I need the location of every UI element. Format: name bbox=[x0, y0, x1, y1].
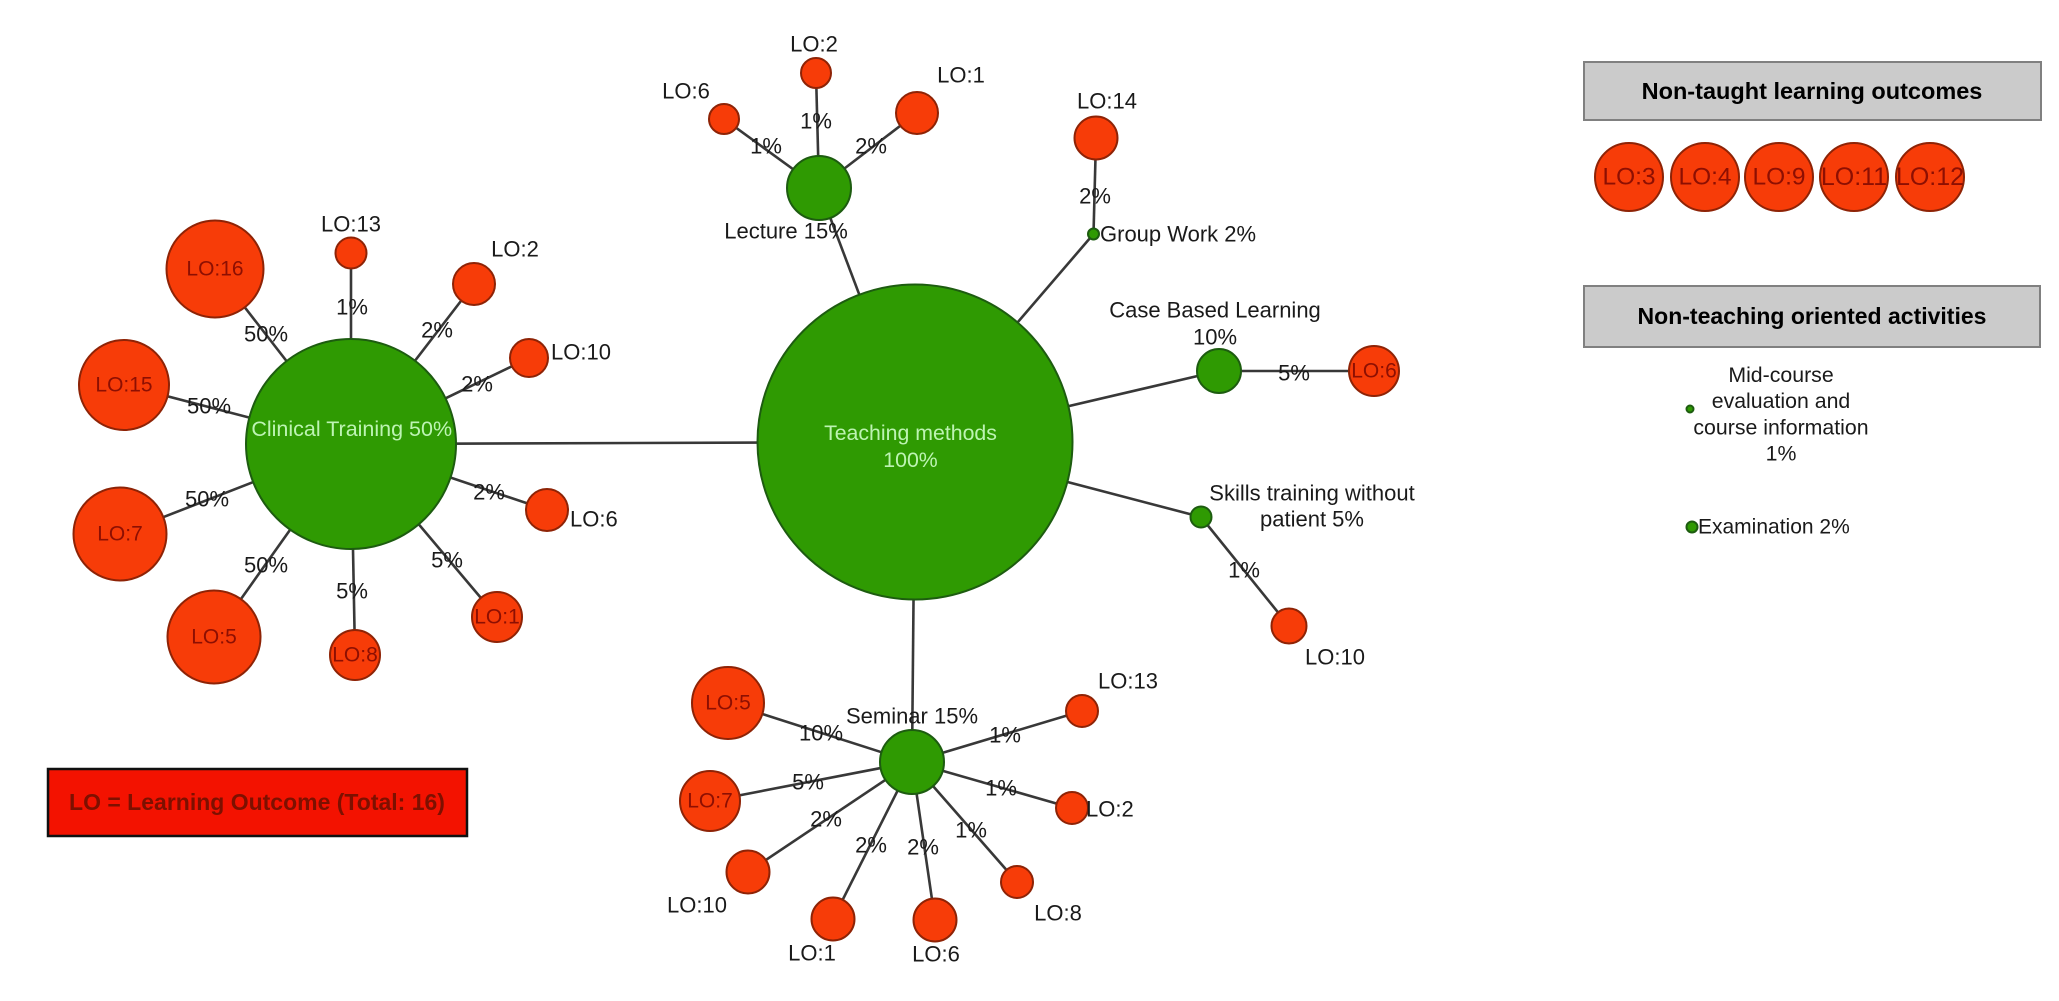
svg-text:5%: 5% bbox=[336, 579, 368, 604]
svg-text:Non-teaching oriented activiti: Non-teaching oriented activities bbox=[1638, 303, 1987, 329]
svg-text:Case Based Learning: Case Based Learning bbox=[1109, 298, 1321, 323]
svg-text:2%: 2% bbox=[421, 318, 453, 343]
svg-text:LO:5: LO:5 bbox=[705, 692, 751, 715]
svg-text:Skills training without: Skills training without bbox=[1209, 481, 1414, 506]
svg-text:50%: 50% bbox=[244, 553, 288, 578]
svg-text:50%: 50% bbox=[185, 487, 229, 512]
svg-text:LO:8: LO:8 bbox=[332, 644, 378, 667]
svg-text:LO:10: LO:10 bbox=[667, 893, 727, 918]
svg-text:LO:8: LO:8 bbox=[1034, 901, 1082, 926]
svg-text:LO:10: LO:10 bbox=[551, 340, 611, 365]
svg-text:LO:7: LO:7 bbox=[97, 523, 143, 546]
svg-text:LO:1: LO:1 bbox=[788, 941, 836, 966]
svg-text:LO:9: LO:9 bbox=[1752, 164, 1805, 191]
svg-text:2%: 2% bbox=[907, 835, 939, 860]
svg-text:1%: 1% bbox=[985, 776, 1017, 801]
svg-text:LO:16: LO:16 bbox=[186, 258, 243, 281]
svg-text:LO:11: LO:11 bbox=[1821, 163, 1887, 191]
svg-text:2%: 2% bbox=[461, 372, 493, 397]
svg-text:LO:1: LO:1 bbox=[474, 606, 520, 629]
svg-text:Lecture 15%: Lecture 15% bbox=[724, 219, 848, 244]
svg-text:2%: 2% bbox=[473, 480, 505, 505]
svg-text:Examination 2%: Examination 2% bbox=[1698, 516, 1850, 539]
svg-text:2%: 2% bbox=[855, 134, 887, 159]
svg-text:LO:6: LO:6 bbox=[912, 942, 960, 967]
svg-text:1%: 1% bbox=[1766, 442, 1797, 466]
svg-text:LO:13: LO:13 bbox=[1098, 669, 1158, 694]
svg-text:LO:10: LO:10 bbox=[1305, 645, 1365, 670]
svg-text:LO:15: LO:15 bbox=[95, 374, 152, 397]
svg-text:Clinical Training 50%: Clinical Training 50% bbox=[251, 417, 452, 441]
svg-text:5%: 5% bbox=[1278, 361, 1310, 386]
svg-text:LO:6: LO:6 bbox=[1351, 360, 1397, 383]
svg-text:1%: 1% bbox=[800, 109, 832, 134]
svg-text:10%: 10% bbox=[1193, 325, 1237, 350]
svg-text:LO:3: LO:3 bbox=[1602, 164, 1655, 191]
svg-text:1%: 1% bbox=[750, 134, 782, 159]
svg-text:1%: 1% bbox=[989, 723, 1021, 748]
svg-text:Teaching methods: Teaching methods bbox=[824, 421, 997, 445]
svg-text:patient 5%: patient 5% bbox=[1260, 507, 1364, 532]
svg-text:10%: 10% bbox=[799, 721, 843, 746]
svg-text:LO:6: LO:6 bbox=[570, 507, 618, 532]
svg-text:Mid-course: Mid-course bbox=[1728, 363, 1833, 387]
svg-text:LO:12: LO:12 bbox=[1896, 163, 1964, 191]
svg-text:LO = Learning Outcome (Total:: LO = Learning Outcome (Total: 16) bbox=[69, 789, 445, 815]
svg-text:Seminar 15%: Seminar 15% bbox=[846, 704, 978, 729]
svg-text:5%: 5% bbox=[431, 548, 463, 573]
svg-text:LO:7: LO:7 bbox=[687, 790, 733, 813]
svg-text:1%: 1% bbox=[955, 818, 987, 843]
svg-text:LO:5: LO:5 bbox=[191, 626, 237, 649]
svg-text:LO:13: LO:13 bbox=[321, 212, 381, 237]
svg-text:LO:2: LO:2 bbox=[790, 32, 838, 57]
svg-text:Non-taught learning outcomes: Non-taught learning outcomes bbox=[1642, 78, 1983, 104]
svg-text:course information: course information bbox=[1693, 415, 1868, 439]
svg-text:2%: 2% bbox=[810, 807, 842, 832]
svg-text:1%: 1% bbox=[336, 295, 368, 320]
svg-text:LO:14: LO:14 bbox=[1077, 89, 1137, 114]
svg-text:LO:2: LO:2 bbox=[491, 237, 539, 262]
svg-text:LO:6: LO:6 bbox=[662, 79, 710, 104]
svg-text:5%: 5% bbox=[792, 770, 824, 795]
svg-text:50%: 50% bbox=[187, 394, 231, 419]
svg-text:LO:1: LO:1 bbox=[937, 63, 985, 88]
svg-text:100%: 100% bbox=[883, 448, 938, 472]
svg-text:50%: 50% bbox=[244, 322, 288, 347]
svg-text:evaluation and: evaluation and bbox=[1712, 389, 1851, 413]
svg-text:LO:4: LO:4 bbox=[1678, 164, 1731, 191]
svg-text:1%: 1% bbox=[1228, 558, 1260, 583]
svg-text:2%: 2% bbox=[1079, 184, 1111, 209]
svg-text:Group Work 2%: Group Work 2% bbox=[1100, 222, 1256, 247]
svg-text:LO:2: LO:2 bbox=[1086, 797, 1134, 822]
svg-text:2%: 2% bbox=[855, 833, 887, 858]
